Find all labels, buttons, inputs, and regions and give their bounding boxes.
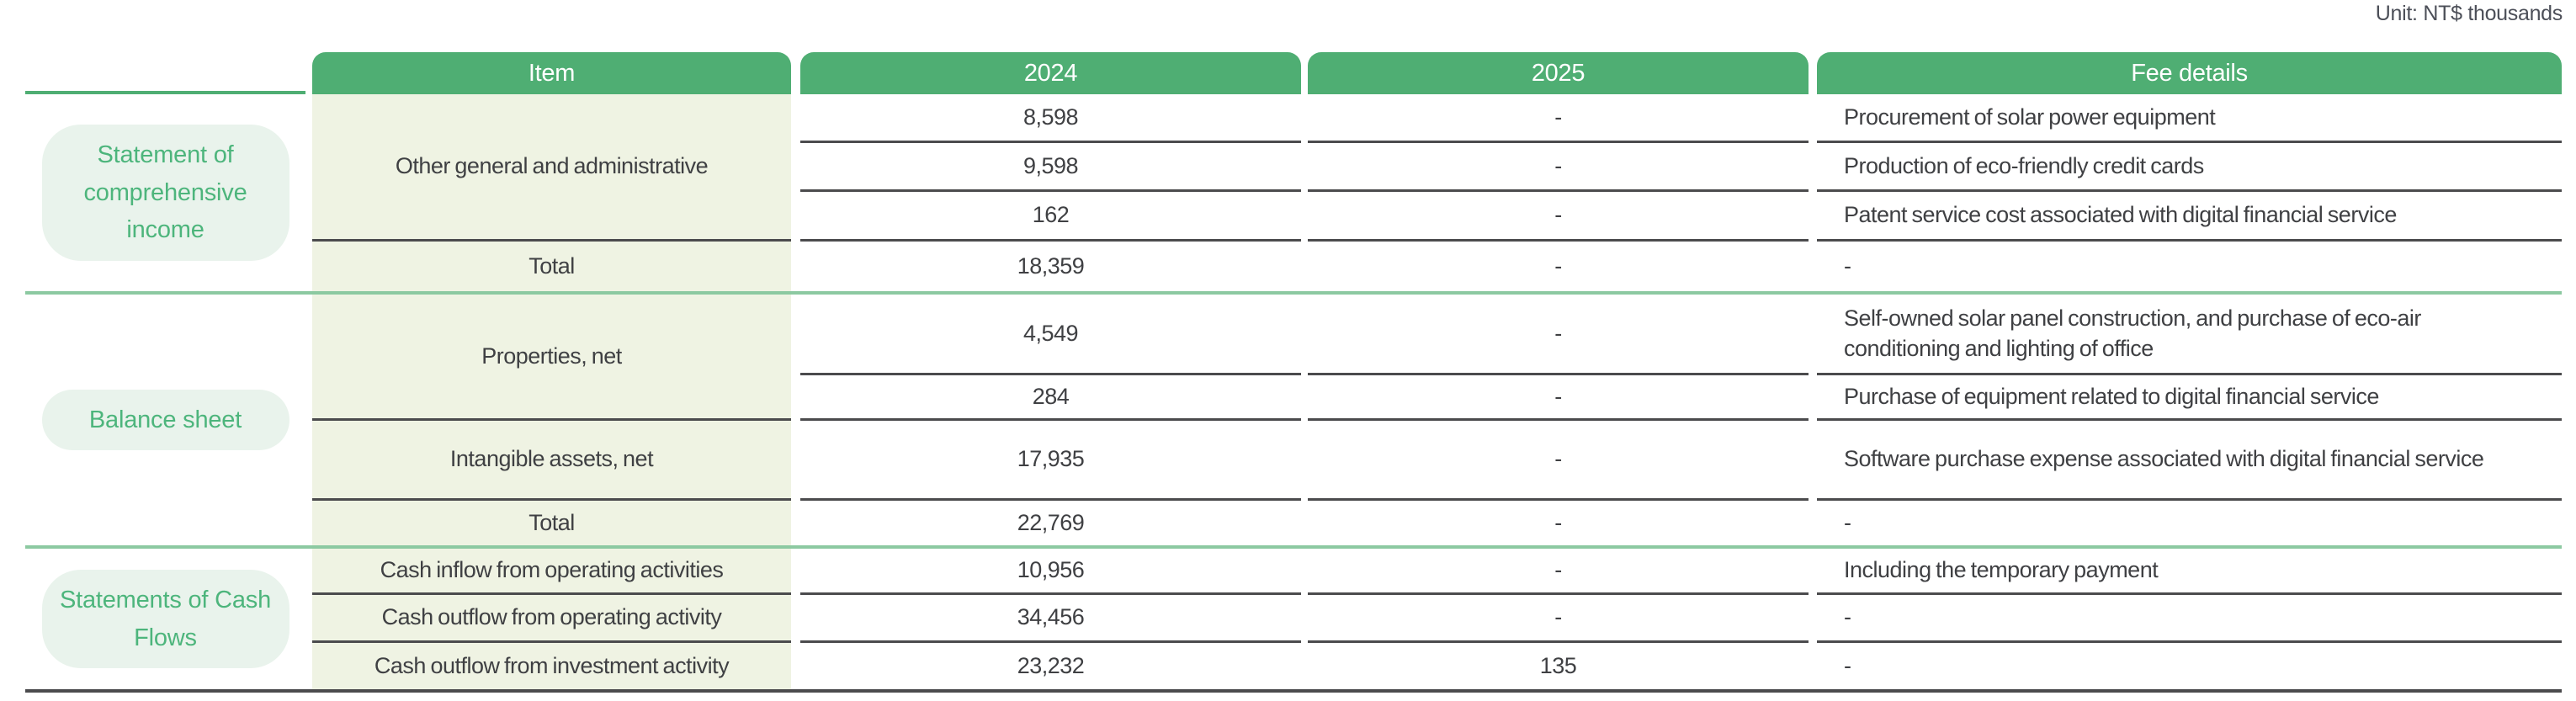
fee-detail-cell: -: [1844, 509, 1851, 535]
fee-detail-cell: Patent service cost associated with digi…: [1817, 192, 2562, 242]
value-2024-cell: 17,935: [800, 421, 1301, 501]
fee-detail-cell: -: [1844, 252, 1851, 279]
item-cell: Other general and administrative: [312, 94, 791, 242]
fee-details-table: Item 2024 2025 Fee details Statement of …: [25, 52, 2562, 693]
value-2024-cell: 9,598: [800, 143, 1301, 192]
column-header-2024: 2024: [800, 52, 1301, 94]
section-label-pill-cash-flows: Statements of Cash Flows: [41, 569, 289, 669]
column-header-item: Item: [312, 52, 791, 94]
section-separator-line: [25, 545, 2562, 549]
fee-detail-cell: Production of eco-friendly credit cards: [1817, 143, 2562, 192]
value-2024-cell-total: 22,769: [1017, 509, 1085, 535]
value-2025-cell: -: [1308, 94, 1809, 143]
section-label-pill-comprehensive-income: Statement of comprehensive income: [41, 124, 289, 262]
item-cell: Properties, net: [312, 295, 791, 421]
value-2024-cell: 284: [800, 375, 1301, 421]
fee-detail-cell: -: [1817, 595, 2562, 643]
value-2025-cell: -: [1308, 143, 1809, 192]
value-2025-cell: -: [1308, 295, 1809, 375]
value-2025-cell: -: [1308, 421, 1809, 501]
item-cell: Cash outflow from investment activity: [312, 643, 791, 689]
fee-detail-cell: Software purchase expense associated wit…: [1817, 421, 2562, 501]
value-2025-cell: -: [1308, 595, 1809, 643]
value-2025-cell: -: [1308, 375, 1809, 421]
fee-detail-cell: Including the temporary payment: [1817, 549, 2562, 595]
value-2024-cell: 34,456: [800, 595, 1301, 643]
section-label-pill-balance-sheet: Balance sheet: [41, 389, 289, 451]
value-2025-cell: -: [1308, 549, 1809, 595]
value-2024-cell: 8,598: [800, 94, 1301, 143]
column-header-fee-details: Fee details: [1817, 52, 2562, 94]
fee-detail-cell: -: [1844, 652, 1851, 678]
item-cell: Cash inflow from operating activities: [312, 549, 791, 595]
item-cell-total: Total: [312, 501, 791, 545]
section-separator-line: [25, 291, 2562, 295]
value-2025-cell: -: [1308, 192, 1809, 242]
value-2024-cell: 162: [800, 192, 1301, 242]
unit-note: Unit: NT$ thousands: [2375, 2, 2563, 25]
value-2024-cell-total: 18,359: [1017, 252, 1085, 279]
label-column-header-underline: [25, 52, 305, 94]
fee-detail-cell: Self-owned solar panel construction, and…: [1817, 295, 2562, 375]
value-2025-cell-total: -: [1554, 252, 1562, 279]
table-bottom-border: [25, 689, 2562, 693]
section-label-cell: Balance sheet: [25, 295, 305, 545]
item-cell-total: Total: [312, 242, 791, 291]
value-2024-cell: 23,232: [1017, 652, 1085, 678]
section-label-cell: Statements of Cash Flows: [25, 549, 305, 689]
item-cell: Intangible assets, net: [312, 421, 791, 501]
column-header-2025: 2025: [1308, 52, 1809, 94]
item-cell: Cash outflow from operating activity: [312, 595, 791, 643]
fee-detail-cell: Procurement of solar power equipment: [1817, 94, 2562, 143]
value-2025-cell: 135: [1539, 652, 1577, 678]
section-label-cell: Statement of comprehensive income: [25, 94, 305, 291]
value-2025-cell-total: -: [1554, 509, 1562, 535]
value-2024-cell: 10,956: [800, 549, 1301, 595]
fee-detail-cell: Purchase of equipment related to digital…: [1817, 375, 2562, 421]
value-2024-cell: 4,549: [800, 295, 1301, 375]
